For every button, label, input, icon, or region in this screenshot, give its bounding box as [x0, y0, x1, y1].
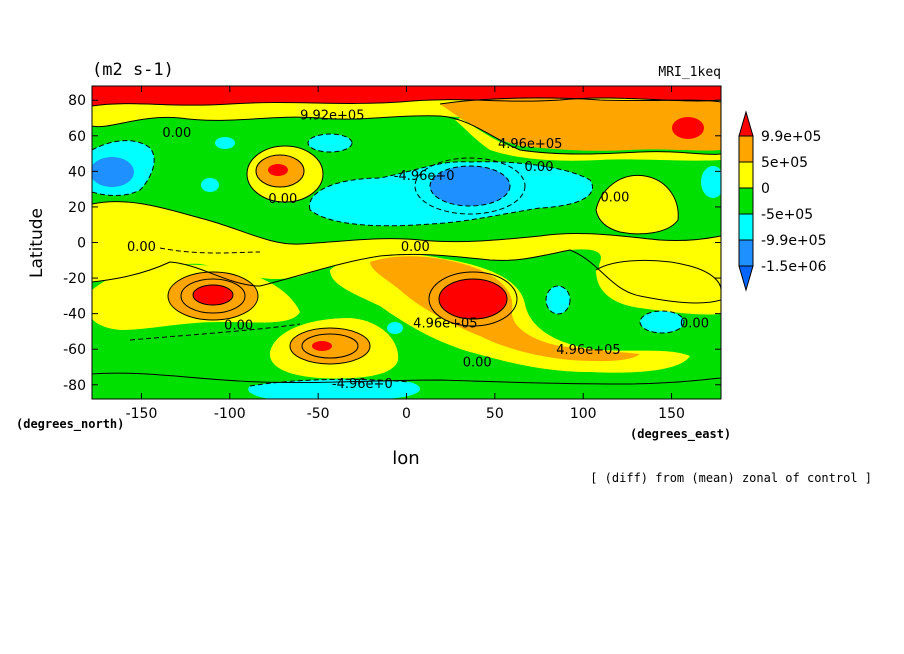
- yellow-tropical-inner: [160, 230, 260, 255]
- yellow-north-east-rim: [455, 118, 721, 161]
- x-axis-label: lon: [392, 448, 419, 469]
- x-units-label: (degrees_east): [630, 427, 731, 442]
- x-tick-label: 100: [570, 406, 597, 422]
- colorbar-label: 9.9e+05: [761, 129, 821, 145]
- contour-field: [92, 86, 721, 399]
- contour-label: -4.96e+0: [394, 169, 455, 184]
- yellow-north-east-high: [596, 175, 679, 234]
- y-tick-label: 40: [68, 164, 86, 180]
- red-south-mid: [312, 341, 332, 351]
- chart-title: (m2 s-1): [92, 60, 174, 80]
- contour-label: 0.00: [127, 240, 156, 255]
- yellow-south-east-inner: [600, 270, 672, 300]
- contour-label: 0.00: [224, 318, 253, 333]
- cyan-south-3: [387, 322, 403, 334]
- y-units-label: (degrees_north): [16, 417, 124, 432]
- colorbar-swatch: [738, 239, 754, 267]
- contour-label: 4.96e+05: [498, 137, 562, 152]
- y-tick-label: -80: [63, 378, 86, 394]
- colorbar-swatch: [738, 161, 754, 189]
- x-axis: -150 -100 -50 0 50 100 150: [126, 86, 685, 422]
- y-tick-label: 80: [68, 93, 86, 109]
- blue-north-west: [92, 157, 134, 187]
- colorbar-arrow-top: [738, 110, 754, 137]
- colorbar-arrow-bottom: [738, 265, 754, 292]
- contour-label: 0.00: [601, 190, 630, 205]
- colorbar-swatch: [738, 135, 754, 163]
- contour-label: 0.00: [401, 240, 430, 255]
- contour-label: 4.96e+05: [556, 343, 620, 358]
- y-tick-label: 60: [68, 129, 86, 145]
- red-north-pole: [92, 86, 721, 106]
- x-tick-label: -100: [214, 406, 246, 422]
- red-north-east: [672, 117, 704, 139]
- x-tick-label: 0: [402, 406, 411, 422]
- y-axis: -80 -60 -40 -20 0 20 40 60 80: [63, 93, 721, 394]
- cyan-north-east: [701, 166, 721, 198]
- y-tick-label: -20: [63, 271, 86, 287]
- cyan-small-3: [215, 137, 235, 149]
- x-tick-label: -150: [126, 406, 158, 422]
- cyan-small-1: [308, 134, 352, 152]
- contour-labels: 9.92e+05 0.00 4.96e+05 0.00 -4.96e+0 0.00 0.00…: [127, 108, 709, 392]
- orange-north-east: [440, 97, 721, 151]
- yellow-tropical-band: [92, 201, 721, 303]
- y-tick-label: 20: [68, 200, 86, 216]
- contour-label: 0.00: [162, 126, 191, 141]
- cyan-small-2: [201, 178, 219, 192]
- contour-label: 0.00: [463, 356, 492, 371]
- blue-north-central: [430, 166, 510, 206]
- model-label: MRI_1keq: [658, 65, 721, 80]
- colorbar: 9.9e+05 5e+05 0 -5e+05 -9.9e+05 -1.5e+06: [738, 110, 827, 292]
- contour-label: 0.00: [680, 317, 709, 332]
- colorbar-label: 5e+05: [761, 155, 808, 171]
- contour-label: -4.96e+0: [332, 377, 393, 392]
- cyan-south-2: [640, 311, 684, 333]
- y-tick-label: -60: [63, 342, 86, 358]
- y-axis-label: Latitude: [27, 208, 47, 278]
- colorbar-label: 0: [761, 181, 770, 197]
- x-tick-label: -50: [307, 406, 330, 422]
- x-tick-label: 150: [658, 406, 685, 422]
- colorbar-swatch: [738, 187, 754, 215]
- y-tick-label: -40: [63, 307, 86, 323]
- y-tick-label: 0: [77, 236, 86, 252]
- contour-label: 0.00: [268, 192, 297, 207]
- contour-label: 9.92e+05: [300, 108, 364, 123]
- x-tick-label: 50: [486, 406, 504, 422]
- colorbar-label: -5e+05: [761, 207, 813, 223]
- dashed-contour-lines: [92, 133, 685, 387]
- colorbar-label: -9.9e+05: [761, 233, 826, 249]
- cyan-south-1: [546, 286, 570, 314]
- red-south-west: [193, 285, 233, 305]
- colorbar-swatch: [738, 213, 754, 241]
- colorbar-label: -1.5e+06: [761, 259, 827, 275]
- red-south-central: [439, 279, 507, 319]
- contour-label: 4.96e+05: [413, 317, 477, 332]
- contour-lines: [92, 97, 721, 385]
- chart-subtitle: [ (diff) from (mean) zonal of control ]: [590, 471, 872, 485]
- red-north-high: [268, 164, 288, 176]
- contour-label: 0.00: [525, 160, 554, 175]
- cyan-south-pole: [248, 379, 420, 399]
